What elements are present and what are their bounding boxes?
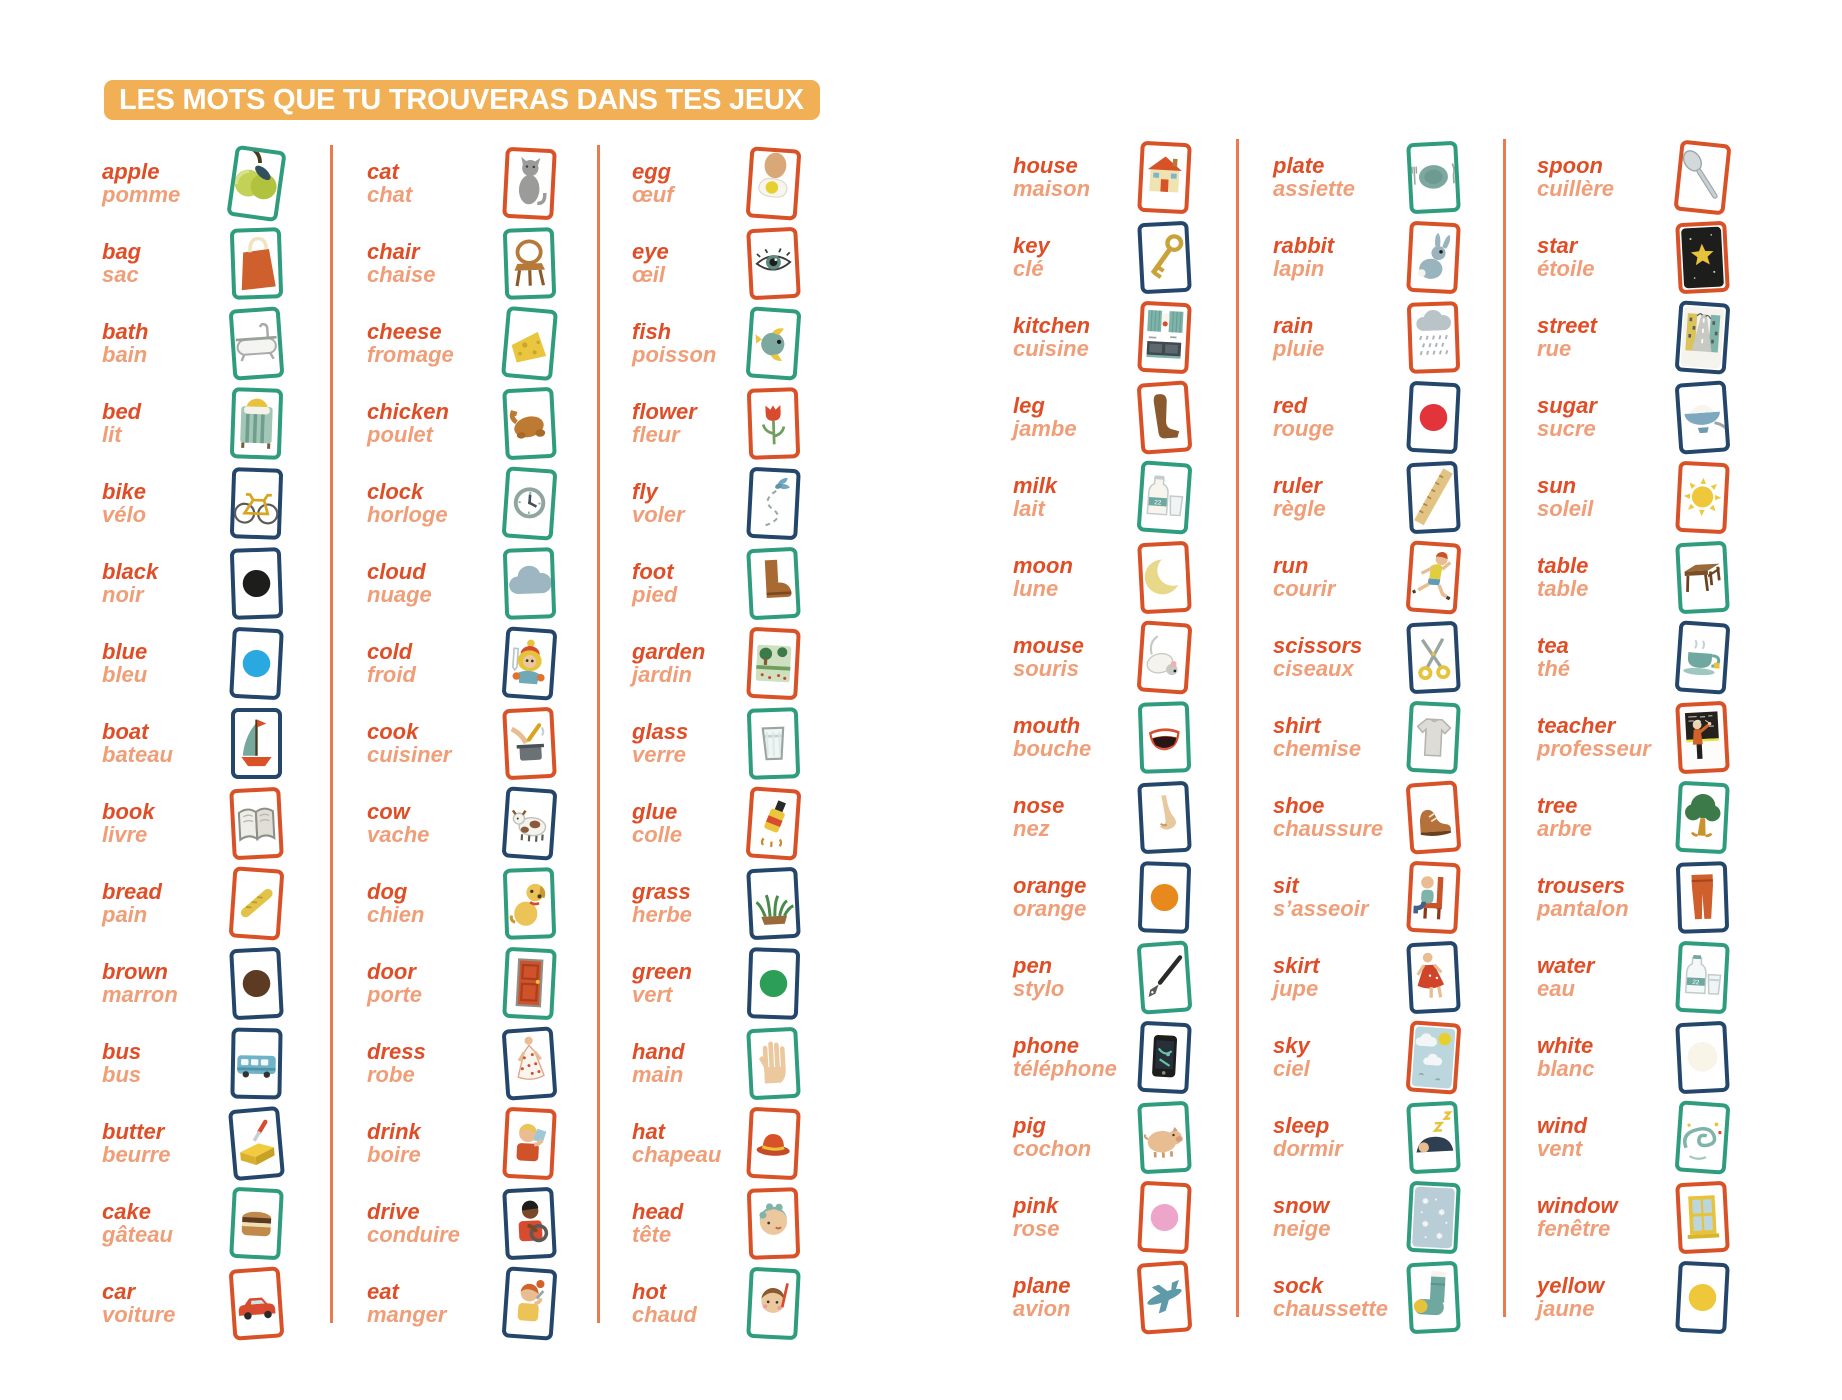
- svg-text:22: 22: [1692, 979, 1700, 986]
- svg-text:22: 22: [1154, 499, 1162, 506]
